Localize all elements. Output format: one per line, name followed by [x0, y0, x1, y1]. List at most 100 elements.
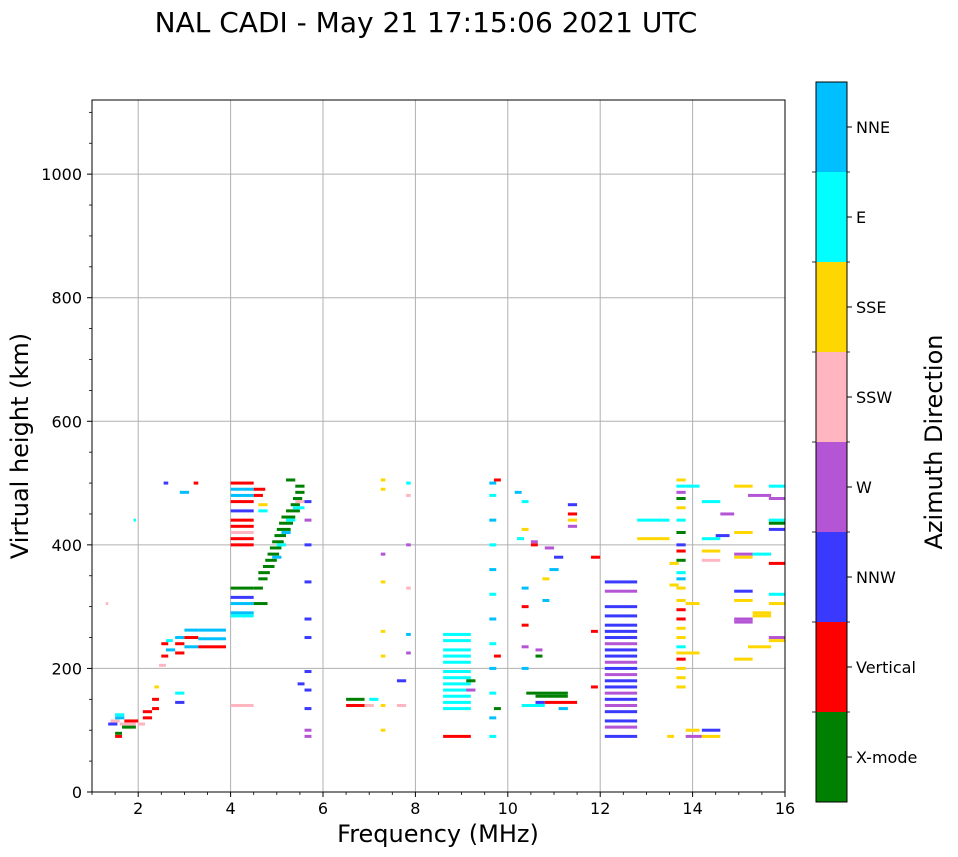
data-segment: [701, 549, 721, 553]
data-segment: [262, 564, 275, 568]
data-segment: [685, 602, 700, 606]
data-segment: [466, 688, 476, 692]
data-segment: [380, 704, 386, 707]
data-segment: [406, 632, 411, 636]
data-segment: [253, 493, 263, 497]
data-segment: [304, 670, 312, 674]
data-segment: [604, 725, 638, 729]
data-segment: [768, 592, 785, 596]
data-segment: [230, 493, 254, 497]
y-tick-label: 1000: [41, 165, 82, 184]
data-segment: [443, 654, 471, 658]
data-segment: [380, 487, 386, 491]
data-segment: [198, 628, 226, 632]
data-segment: [604, 636, 638, 640]
data-segment: [281, 531, 291, 534]
chart-title: NAL CADI - May 21 17:15:06 2021 UTC: [155, 6, 698, 39]
data-segment: [685, 651, 700, 655]
data-segment: [590, 685, 598, 689]
colorbar-tick-label: NNE: [856, 118, 890, 137]
data-segment: [230, 481, 254, 485]
data-segment: [768, 497, 785, 501]
data-segment: [676, 518, 686, 522]
data-segment: [154, 685, 159, 689]
data-segment: [734, 531, 753, 534]
data-segment: [604, 704, 638, 707]
data-segment: [175, 691, 185, 695]
data-segment: [443, 639, 471, 643]
data-segment: [604, 673, 638, 677]
data-segment: [676, 666, 686, 670]
data-segment: [676, 645, 686, 649]
data-segment: [526, 691, 568, 695]
data-segment: [258, 509, 268, 513]
data-segment: [304, 580, 312, 584]
data-segment: [669, 561, 679, 565]
data-segment: [161, 654, 169, 658]
data-segment: [544, 546, 554, 550]
data-segment: [734, 657, 753, 661]
colorbar-label: Azimuth Direction: [920, 335, 948, 550]
colorbar-swatch: [816, 352, 847, 442]
data-segment: [521, 623, 529, 627]
data-segment: [720, 512, 735, 516]
data-segment: [230, 586, 254, 590]
data-segment: [175, 700, 185, 704]
data-segment: [637, 518, 670, 522]
data-segment: [133, 518, 136, 522]
data-segment: [676, 626, 686, 630]
data-segment: [443, 707, 471, 711]
colorbar-swatch: [816, 82, 847, 172]
data-segment: [304, 500, 312, 504]
data-segment: [295, 490, 305, 494]
data-segment: [443, 648, 471, 652]
data-segment: [230, 704, 254, 707]
data-segment: [604, 654, 638, 658]
data-segment: [489, 617, 497, 621]
data-segment: [161, 642, 169, 646]
data-segment: [768, 602, 785, 606]
y-tick-label: 600: [51, 412, 82, 431]
data-segment: [304, 734, 312, 738]
data-segment: [396, 679, 407, 683]
data-segment: [604, 679, 638, 683]
data-segment: [676, 558, 686, 562]
data-segment: [124, 719, 139, 723]
colorbar-swatch: [816, 172, 847, 262]
plot-area-frame: [91, 99, 786, 793]
data-segment: [604, 697, 638, 701]
data-segment: [272, 540, 284, 544]
x-tick-label: 4: [226, 799, 236, 818]
data-segment: [489, 666, 497, 670]
data-segment: [701, 734, 721, 738]
data-segment: [443, 688, 471, 692]
data-segment: [304, 688, 312, 692]
data-segment: [549, 568, 559, 572]
data-segment: [676, 685, 686, 689]
data-segment: [119, 722, 136, 726]
colorbar-tick-label: SSE: [856, 298, 886, 317]
data-segment: [230, 611, 254, 615]
data-segment: [489, 543, 497, 547]
data-segment: [676, 598, 686, 602]
data-segment: [380, 629, 386, 633]
data-segment: [443, 734, 471, 738]
data-segment: [752, 614, 772, 618]
colorbar-swatch: [816, 712, 847, 802]
data-segment: [604, 614, 638, 618]
data-segment: [676, 608, 686, 612]
data-segment: [493, 654, 501, 658]
data-segment: [676, 543, 686, 547]
data-segment: [768, 639, 785, 643]
data-segment: [258, 503, 268, 507]
data-segment: [115, 731, 123, 735]
data-segment: [152, 707, 159, 711]
data-segment: [669, 583, 679, 587]
data-segment: [676, 531, 686, 534]
data-segment: [676, 577, 686, 581]
data-segment: [297, 682, 305, 686]
data-segment: [292, 506, 305, 510]
data-segment: [768, 561, 785, 565]
x-tick-label: 6: [318, 799, 328, 818]
data-segment: [163, 481, 169, 485]
